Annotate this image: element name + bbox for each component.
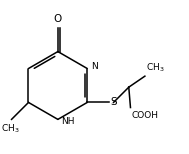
Text: N: N [91,62,98,71]
Text: CH$_3$: CH$_3$ [146,62,164,74]
Text: COOH: COOH [131,111,158,120]
Text: CH$_3$: CH$_3$ [1,123,19,135]
Text: O: O [54,14,62,24]
Text: NH: NH [61,117,75,126]
Text: S: S [111,97,117,107]
